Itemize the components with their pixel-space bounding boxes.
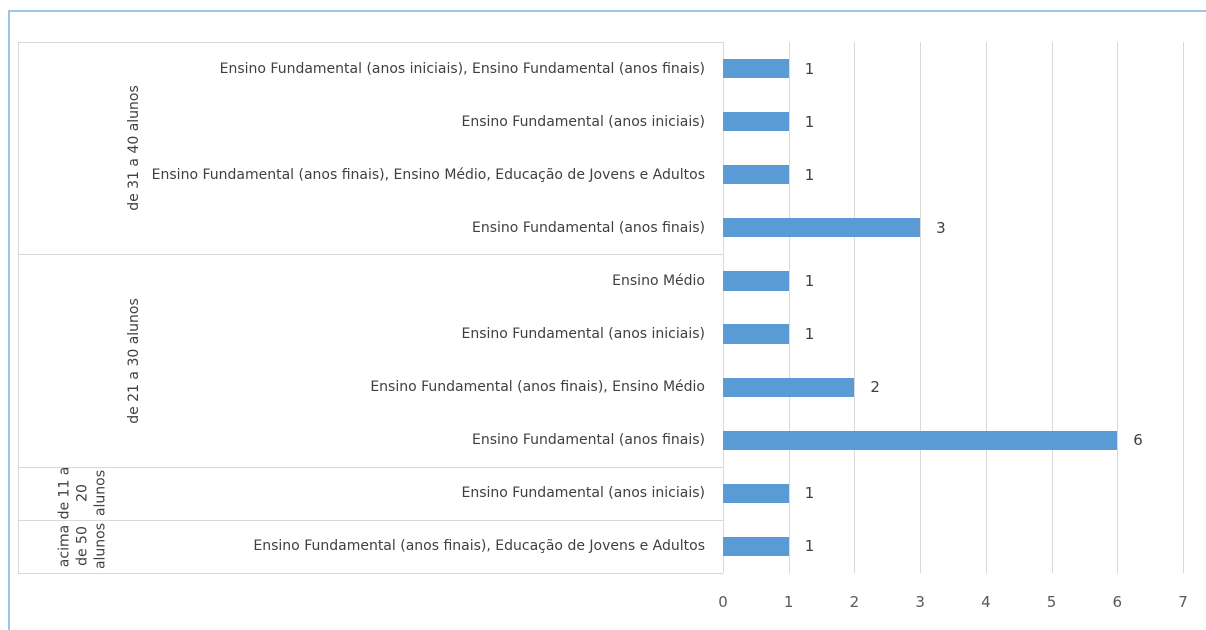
grid-line bbox=[920, 42, 922, 573]
category-label: Ensino Fundamental (anos iniciais) bbox=[461, 113, 705, 130]
bar bbox=[723, 218, 921, 238]
value-label: 1 bbox=[804, 325, 815, 344]
value-label: 3 bbox=[936, 218, 946, 237]
value-label: 1 bbox=[804, 484, 815, 503]
value-label: 2 bbox=[870, 378, 880, 397]
x-tick-label: 6 bbox=[1112, 593, 1123, 611]
category-label: Ensino Fundamental (anos finais) bbox=[472, 432, 705, 449]
x-tick-label: 5 bbox=[1046, 593, 1057, 611]
value-label: 1 bbox=[804, 537, 815, 556]
group-label: de 21 a 30 alunos bbox=[126, 297, 143, 424]
bar bbox=[723, 58, 789, 79]
x-tick-label: 4 bbox=[981, 593, 991, 611]
bar bbox=[723, 483, 789, 503]
frame-left bbox=[8, 10, 10, 630]
group-separator bbox=[18, 573, 723, 574]
group-separator bbox=[18, 254, 723, 256]
bar bbox=[723, 112, 789, 132]
group-label: de 31 a 40 alunos bbox=[126, 85, 143, 211]
category-label: Ensino Médio bbox=[612, 272, 705, 289]
value-label: 1 bbox=[804, 271, 815, 290]
grid-line bbox=[985, 42, 987, 573]
x-tick-label: 0 bbox=[718, 593, 728, 611]
x-tick-label: 7 bbox=[1178, 593, 1188, 611]
category-label: Ensino Fundamental (anos finais) bbox=[472, 219, 705, 236]
group-separator bbox=[18, 42, 723, 43]
group-label: de 11 a 20 alunos bbox=[56, 466, 109, 520]
group-separator bbox=[18, 519, 723, 521]
group-separator bbox=[18, 466, 723, 468]
x-tick-label: 2 bbox=[849, 593, 860, 611]
bar bbox=[723, 430, 1118, 450]
value-label: 1 bbox=[804, 112, 815, 131]
bar bbox=[723, 536, 789, 556]
category-label: Ensino Fundamental (anos iniciais) bbox=[461, 485, 705, 502]
y-axis bbox=[723, 42, 724, 573]
category-label: Ensino Fundamental (anos finais), Ensino… bbox=[370, 379, 705, 396]
bar bbox=[723, 165, 789, 185]
grid-line bbox=[1183, 42, 1184, 573]
group-label: acima de 50 alunos bbox=[56, 523, 109, 570]
grid-line bbox=[854, 42, 856, 573]
category-label: Ensino Fundamental (anos finais), Educaç… bbox=[253, 538, 705, 555]
bar bbox=[723, 324, 789, 344]
category-label: Ensino Fundamental (anos iniciais), Ensi… bbox=[219, 60, 705, 77]
bar bbox=[723, 377, 855, 397]
grid-line bbox=[1051, 42, 1053, 573]
x-tick-label: 1 bbox=[783, 593, 794, 611]
frame-top bbox=[8, 10, 1206, 12]
x-tick-label: 3 bbox=[915, 593, 925, 611]
value-label: 6 bbox=[1133, 431, 1143, 450]
category-label: Ensino Fundamental (anos finais), Ensino… bbox=[151, 166, 705, 183]
bar bbox=[723, 271, 789, 291]
grid-line bbox=[788, 42, 790, 573]
value-label: 1 bbox=[804, 59, 815, 78]
value-label: 1 bbox=[804, 165, 815, 184]
category-label: Ensino Fundamental (anos iniciais) bbox=[461, 326, 705, 343]
grid-line bbox=[1117, 42, 1119, 573]
label-border bbox=[18, 42, 19, 573]
